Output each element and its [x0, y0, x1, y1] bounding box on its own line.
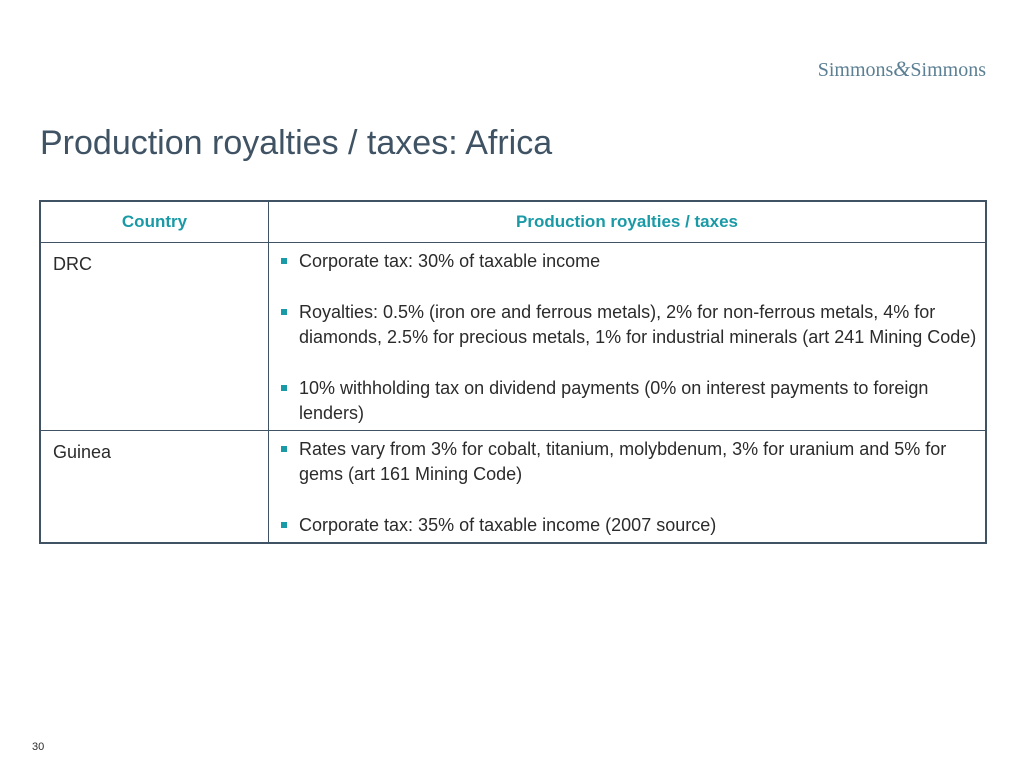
bullet-list: Rates vary from 3% for cobalt, titanium,… — [279, 437, 977, 538]
header-country: Country — [39, 200, 269, 243]
logo-word-right: Simmons — [910, 59, 986, 81]
list-item: Rates vary from 3% for cobalt, titanium,… — [279, 437, 977, 487]
royalties-cell: Rates vary from 3% for cobalt, titanium,… — [268, 430, 987, 544]
list-item-text: 10% withholding tax on dividend payments… — [299, 378, 929, 423]
square-bullet-icon — [281, 446, 287, 452]
square-bullet-icon — [281, 258, 287, 264]
table-row-drc: DRC Corporate tax: 30% of taxable income… — [39, 242, 987, 431]
list-item: Corporate tax: 30% of taxable income — [279, 249, 977, 274]
list-item: 10% withholding tax on dividend payments… — [279, 376, 977, 426]
bullet-list: Corporate tax: 30% of taxable income Roy… — [279, 249, 977, 426]
page-number: 30 — [32, 741, 45, 753]
list-item: Corporate tax: 35% of taxable income (20… — [279, 513, 977, 538]
square-bullet-icon — [281, 385, 287, 391]
country-cell: Guinea — [39, 430, 269, 544]
firm-logo: Simmons&Simmons — [818, 56, 986, 82]
slide-title: Production royalties / taxes: Africa — [40, 124, 553, 162]
table-header-row: Country Production royalties / taxes — [39, 200, 987, 243]
logo-word-left: Simmons — [817, 59, 894, 81]
list-item-text: Corporate tax: 30% of taxable income — [299, 251, 601, 271]
square-bullet-icon — [281, 309, 287, 315]
country-cell: DRC — [39, 242, 269, 431]
list-item: Royalties: 0.5% (iron ore and ferrous me… — [279, 300, 977, 350]
royalties-table: Country Production royalties / taxes DRC… — [39, 200, 987, 544]
square-bullet-icon — [281, 522, 287, 528]
list-item-text: Rates vary from 3% for cobalt, titanium,… — [299, 439, 947, 484]
table-row-guinea: Guinea Rates vary from 3% for cobalt, ti… — [39, 430, 987, 544]
list-item-text: Corporate tax: 35% of taxable income (20… — [299, 515, 717, 535]
list-item-text: Royalties: 0.5% (iron ore and ferrous me… — [299, 302, 977, 347]
royalties-cell: Corporate tax: 30% of taxable income Roy… — [268, 242, 987, 431]
logo-ampersand: & — [893, 56, 911, 81]
header-royalties: Production royalties / taxes — [268, 200, 987, 243]
